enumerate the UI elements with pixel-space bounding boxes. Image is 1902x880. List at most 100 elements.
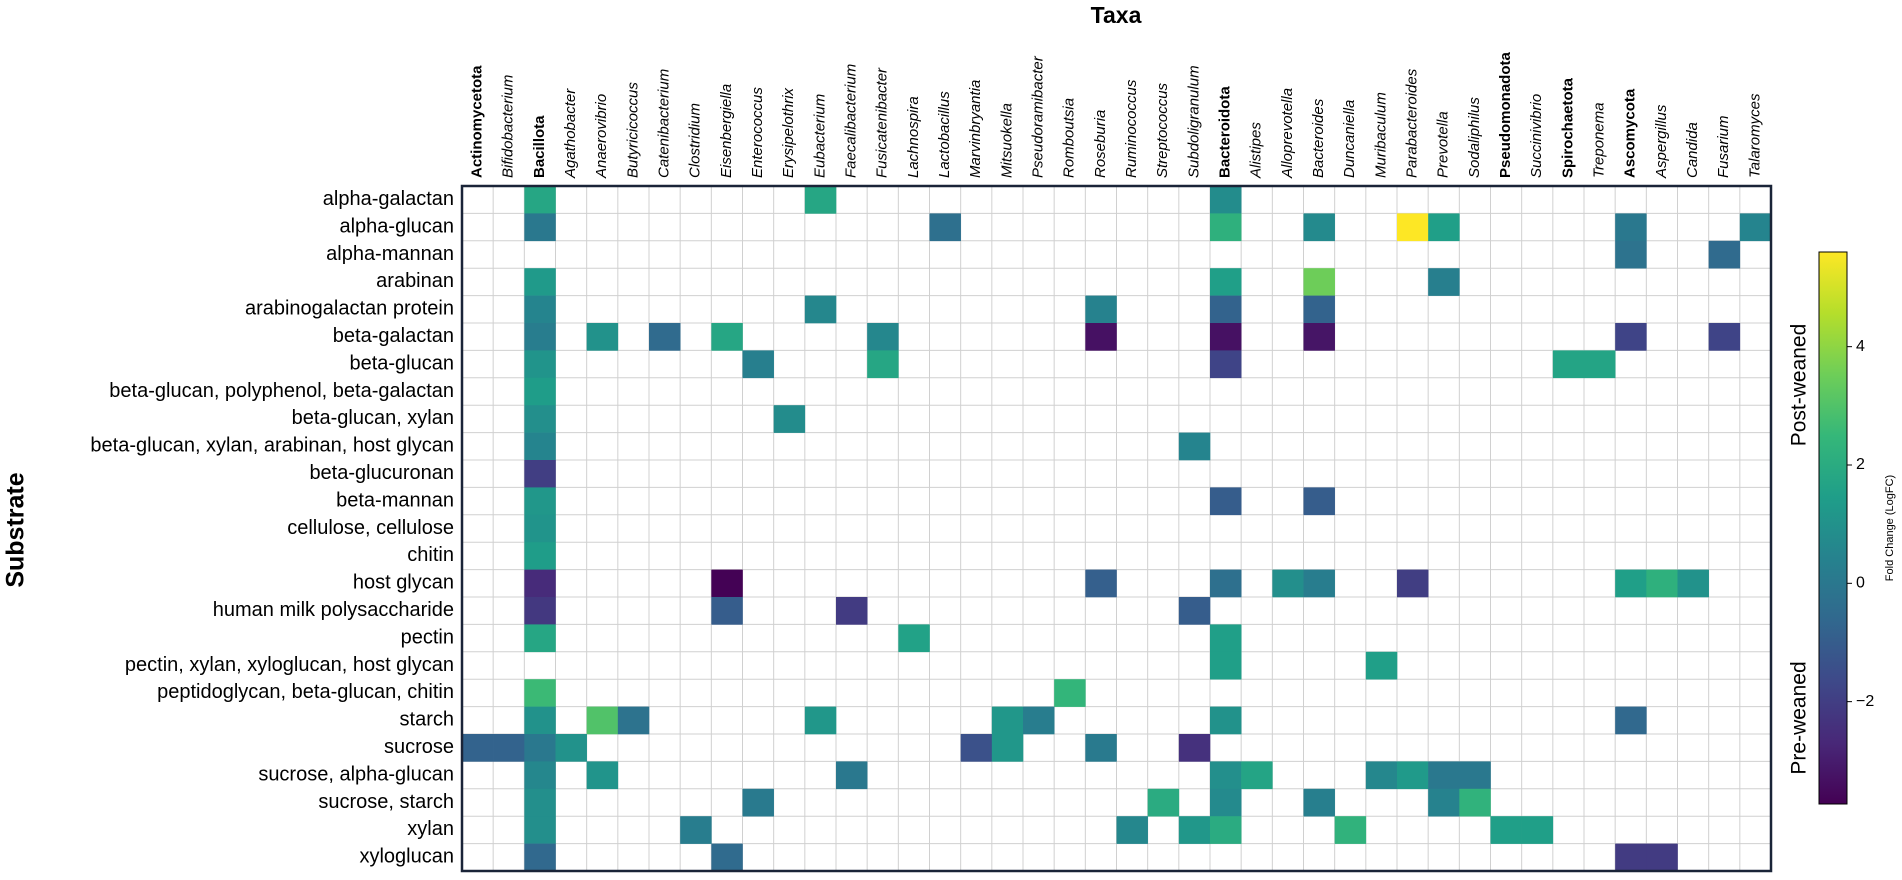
heatmap-cell <box>1459 788 1491 817</box>
y-tick-label: alpha-mannan <box>326 243 454 265</box>
heatmap-cell <box>1303 323 1335 351</box>
heatmap-cell <box>1210 651 1242 680</box>
x-tick-label: Eubacterium <box>811 94 828 178</box>
x-tick-label: Streptococcus <box>1154 82 1171 178</box>
heatmap-cell <box>711 597 743 625</box>
y-tick-label: human milk polysaccharide <box>213 599 454 621</box>
y-tick-label: sucrose, alpha-glucan <box>258 763 454 785</box>
heatmap-cell <box>1210 816 1242 844</box>
heatmap-cell <box>1210 569 1242 598</box>
heatmap-cell <box>524 186 556 214</box>
heatmap-cell <box>1646 569 1678 598</box>
colorbar-tick-label: 2 <box>1856 456 1865 473</box>
heatmap-cell <box>1584 350 1616 379</box>
heatmap-cell <box>524 816 556 844</box>
heatmap-cell <box>1210 295 1242 324</box>
y-tick-label: arabinogalactan protein <box>245 298 454 320</box>
x-tick-label: Marvinbryantia <box>967 80 984 178</box>
heatmap-cell <box>524 377 556 406</box>
heatmap-cell <box>1303 213 1335 242</box>
heatmap-cell <box>1054 679 1086 707</box>
heatmap-cell <box>960 734 993 762</box>
heatmap-cell <box>1303 788 1335 817</box>
heatmap-cell <box>867 323 899 351</box>
heatmap-cell <box>1459 761 1491 790</box>
y-tick-label: beta-glucan <box>349 352 454 374</box>
x-tick-label: Alistipes <box>1248 122 1265 179</box>
x-tick-label: Treponema <box>1591 102 1608 178</box>
heatmap-cell <box>524 624 556 653</box>
heatmap-cell <box>1428 213 1460 242</box>
x-tick-label: Succinivibrio <box>1528 94 1545 178</box>
heatmap-cell <box>524 323 556 351</box>
annotation: Pre-weaned <box>1788 661 1811 774</box>
heatmap-cell <box>524 569 556 598</box>
x-tick-label: Aspergillus <box>1653 104 1670 179</box>
heatmap-cell <box>711 843 743 872</box>
heatmap-cell <box>586 323 619 351</box>
x-tick-label: Duncaniella <box>1341 100 1358 178</box>
heatmap-cell <box>1303 268 1335 296</box>
heatmap-cell <box>1708 323 1741 351</box>
x-tick-label: Fusarium <box>1715 115 1732 178</box>
x-tick-label: Subdoligranulum <box>1185 65 1202 178</box>
y-tick-label: xyloglucan <box>359 846 454 868</box>
heatmap-cell <box>1708 240 1741 269</box>
y-tick-label: xylan <box>407 818 454 840</box>
x-tick-label: Candida <box>1684 122 1701 178</box>
heatmap-cell <box>773 405 806 433</box>
heatmap-cell <box>991 706 1024 735</box>
heatmap-cell <box>524 788 556 817</box>
plot-border <box>460 184 1773 873</box>
x-tick-label: Parabacteroides <box>1404 68 1421 178</box>
colorbar-tick-label: 4 <box>1856 338 1865 355</box>
y-tick-label: alpha-glucan <box>339 215 454 237</box>
heatmap-cell <box>1615 213 1647 242</box>
colorbar-tick-label: −2 <box>1856 693 1874 710</box>
colorbar-tick-label: 0 <box>1856 575 1865 592</box>
heatmap-cell <box>1178 597 1211 625</box>
heatmap-cell <box>898 624 930 653</box>
heatmap-cell <box>1210 487 1242 516</box>
heatmap-cell <box>1397 761 1429 790</box>
y-tick-label: peptidoglycan, beta-glucan, chitin <box>157 681 454 703</box>
heatmap-cell <box>524 514 556 543</box>
colorbar-label: Fold Change (LogFC) <box>1884 475 1896 581</box>
heatmap-cell <box>680 816 712 844</box>
heatmap-cell <box>991 734 1024 762</box>
heatmap-cell <box>804 186 837 214</box>
heatmap-cell <box>742 788 774 817</box>
heatmap-cell <box>1615 843 1647 872</box>
y-tick-label: cellulose, cellulose <box>287 517 454 539</box>
x-tick-label: Bacteroidota <box>1217 86 1234 178</box>
heatmap-cell <box>1677 569 1709 598</box>
heatmap-cell <box>804 706 837 735</box>
x-tick-label: Muribaculum <box>1372 92 1389 178</box>
heatmap-cell <box>617 706 650 735</box>
heatmap-cell <box>1210 350 1242 379</box>
y-tick-label: starch <box>400 709 454 731</box>
heatmap-cell <box>836 597 868 625</box>
heatmap-cell <box>1085 569 1117 598</box>
y-tick-label: beta-glucan, xylan, arabinan, host glyca… <box>90 435 454 457</box>
heatmap-cell <box>524 761 556 790</box>
x-tick-label: Sodaliphilus <box>1466 97 1483 178</box>
x-tick-label: Mitsuokella <box>998 103 1015 178</box>
x-tick-label: Clostridium <box>687 103 704 178</box>
heatmap-cell <box>1615 569 1647 598</box>
heatmap-cell <box>649 323 681 351</box>
x-tick-label: Agathobacter <box>562 88 579 179</box>
heatmap-cell <box>1210 761 1242 790</box>
heatmap-cell <box>1272 569 1304 598</box>
heatmap-cell <box>524 268 556 296</box>
heatmap-cell <box>1178 734 1211 762</box>
heatmap-cell <box>524 679 556 707</box>
heatmap-cell <box>1303 487 1335 516</box>
x-tick-label: Fusicatenibacter <box>874 67 891 178</box>
y-tick-label: pectin <box>401 626 454 648</box>
x-tick-label: Pseudoramibacter <box>1030 55 1047 178</box>
heatmap-cell <box>586 706 619 735</box>
x-tick-label: Lachnospira <box>905 96 922 178</box>
heatmap-cell <box>1210 186 1242 214</box>
heatmap-cell <box>1210 268 1242 296</box>
